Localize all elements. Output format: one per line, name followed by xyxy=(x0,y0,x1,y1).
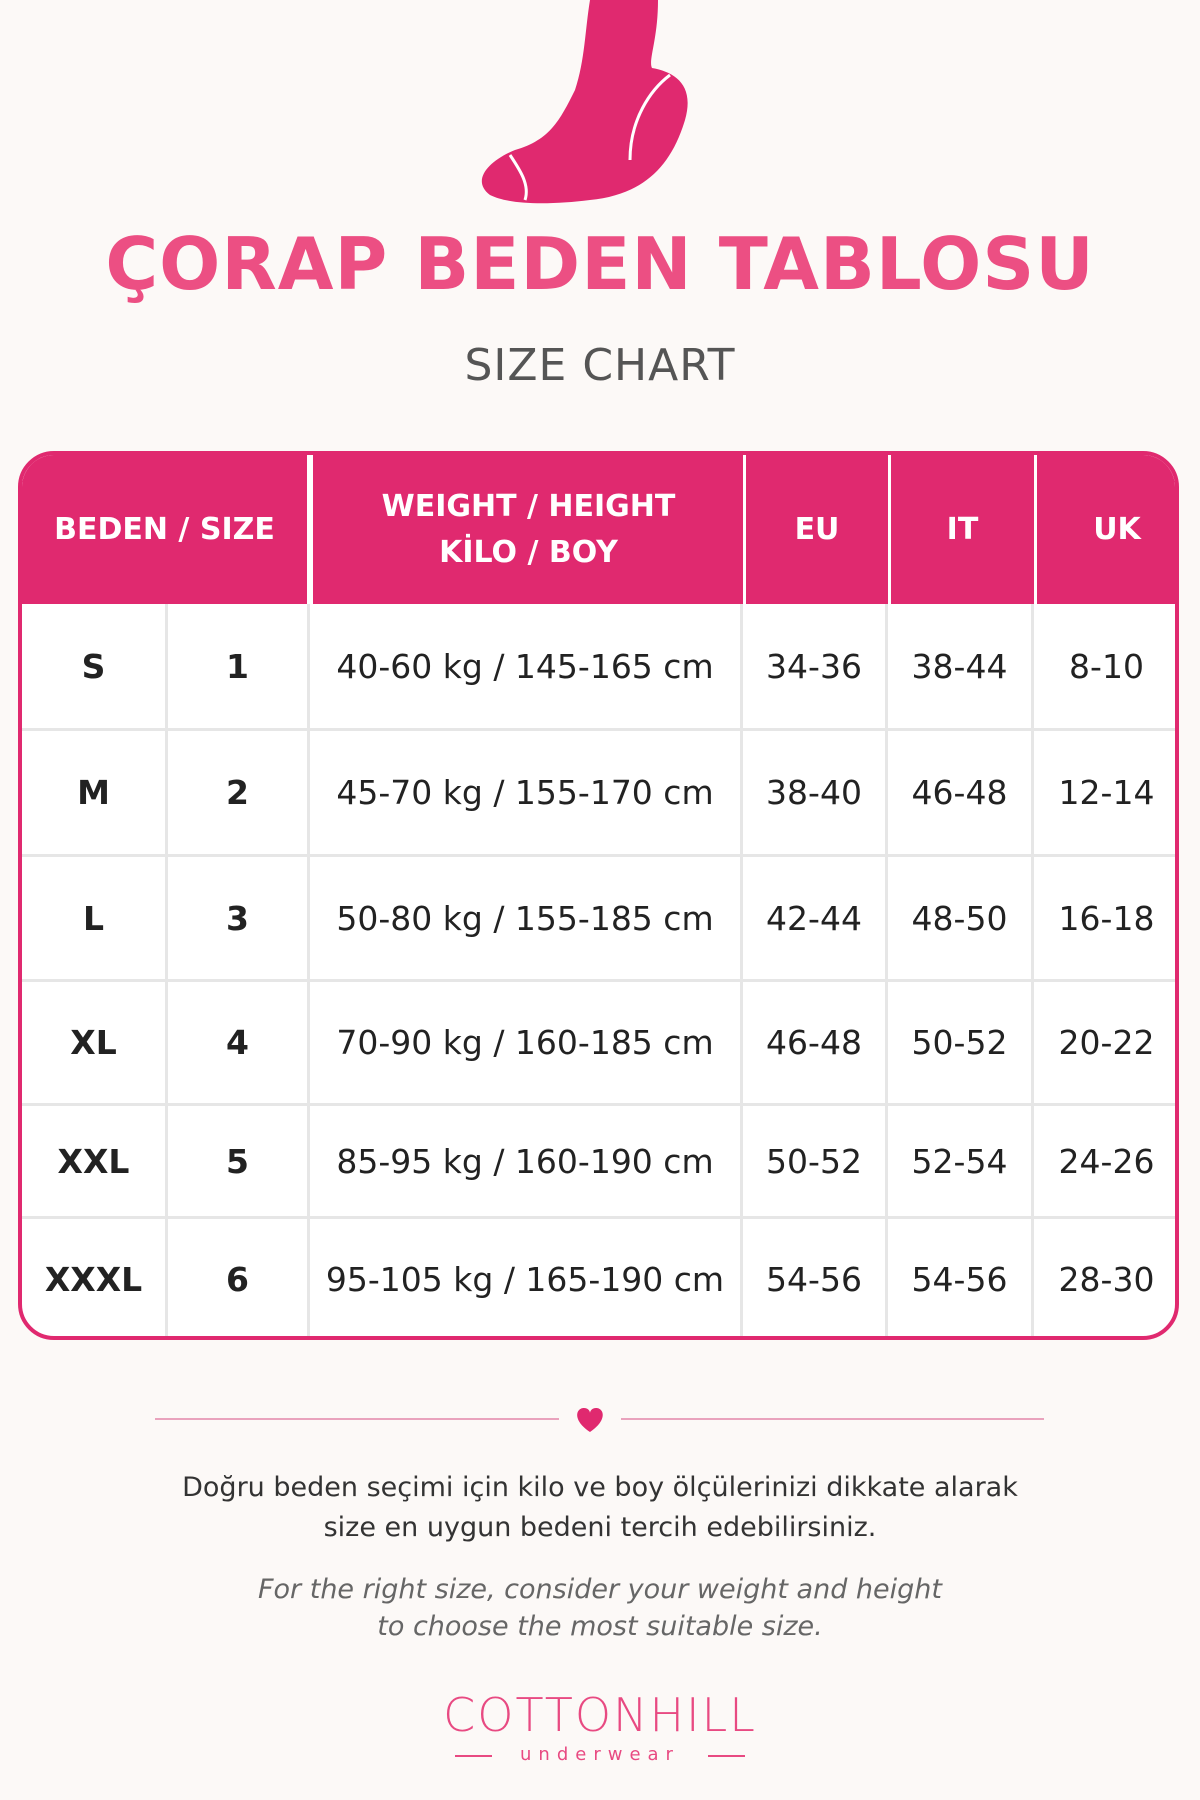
table-cell: 45-70 kg / 155-170 cm xyxy=(310,731,743,857)
table-cell: 85-95 kg / 160-190 cm xyxy=(310,1106,743,1219)
note-en: to choose the most suitable size. xyxy=(377,1611,823,1642)
table-cell: 3 xyxy=(168,857,310,982)
table-cell: 8-10 xyxy=(1034,604,1175,731)
table-cell: 38-44 xyxy=(888,604,1034,731)
table-cell: 54-56 xyxy=(743,1219,888,1336)
header-text: IT xyxy=(946,511,979,547)
header-text: EU xyxy=(794,511,840,547)
table-cell: 50-52 xyxy=(743,1106,888,1219)
table-cell: 50-80 kg / 155-185 cm xyxy=(310,857,743,982)
table-cell: 20-22 xyxy=(1034,982,1175,1106)
brand-lines xyxy=(455,1755,745,1757)
table-cell: 34-36 xyxy=(743,604,888,731)
header-text: UK xyxy=(1093,511,1141,547)
table-cell: 46-48 xyxy=(743,982,888,1106)
header-cell: IT xyxy=(888,455,1034,604)
table-cell: 12-14 xyxy=(1034,731,1175,857)
table-cell: L xyxy=(22,857,168,982)
table-cell: 52-54 xyxy=(888,1106,1034,1219)
table-cell: 6 xyxy=(168,1219,310,1336)
sock-icon xyxy=(481,0,688,204)
title: ÇORAP BEDEN TABLOSU xyxy=(105,222,1095,306)
table-cell: XXL xyxy=(22,1106,168,1219)
table-cell: 48-50 xyxy=(888,857,1034,982)
table-cell: 95-105 kg / 165-190 cm xyxy=(310,1219,743,1336)
subtitle: SIZE CHART xyxy=(464,340,736,391)
table-cell: 2 xyxy=(168,731,310,857)
table-cell: 28-30 xyxy=(1058,1260,1155,1299)
table-cell: 4 xyxy=(168,982,310,1106)
size-table: BEDEN / SIZE WEIGHT / HEIGHT KİLO / BOY … xyxy=(18,451,1179,1340)
table-cell: 70-90 kg / 160-185 cm xyxy=(310,982,743,1106)
table-cell: 46-48 xyxy=(888,731,1034,857)
header-text: BEDEN / SIZE xyxy=(54,511,275,547)
header-text: WEIGHT / HEIGHT xyxy=(381,488,676,524)
header-cell: WEIGHT / HEIGHT KİLO / BOY xyxy=(310,455,744,604)
table-cell: 5 xyxy=(168,1106,310,1219)
table-cell: XXXL xyxy=(22,1219,168,1336)
table-cell: 50-52 xyxy=(888,982,1034,1106)
header-text: KİLO / BOY xyxy=(439,534,618,570)
divider xyxy=(155,1408,1044,1432)
note-tr: Doğru beden seçimi için kilo ve boy ölçü… xyxy=(182,1472,1018,1503)
note-en: For the right size, consider your weight… xyxy=(258,1574,942,1605)
table-cell: 16-18 xyxy=(1034,857,1175,982)
table-cell: 1 xyxy=(168,604,310,731)
table-cell: 40-60 kg / 145-165 cm xyxy=(310,604,743,731)
table-cell: 42-44 xyxy=(743,857,888,982)
table-cell: S xyxy=(22,604,168,731)
header-cell: EU xyxy=(743,455,888,604)
table-cell: M xyxy=(22,731,168,857)
brand-tagline: underwear xyxy=(520,1744,680,1765)
header-cell: UK xyxy=(1034,455,1175,604)
table-cell: 24-26 xyxy=(1034,1106,1175,1219)
table-cell: 54-56 xyxy=(888,1219,1034,1336)
note-tr: size en uygun bedeni tercih edebilirsini… xyxy=(323,1512,877,1543)
table-cell: 38-40 xyxy=(743,731,888,857)
brand-name: COTTONHILL xyxy=(443,1688,757,1742)
table-cell: XL xyxy=(22,982,168,1106)
header-cell: BEDEN / SIZE xyxy=(22,455,307,604)
